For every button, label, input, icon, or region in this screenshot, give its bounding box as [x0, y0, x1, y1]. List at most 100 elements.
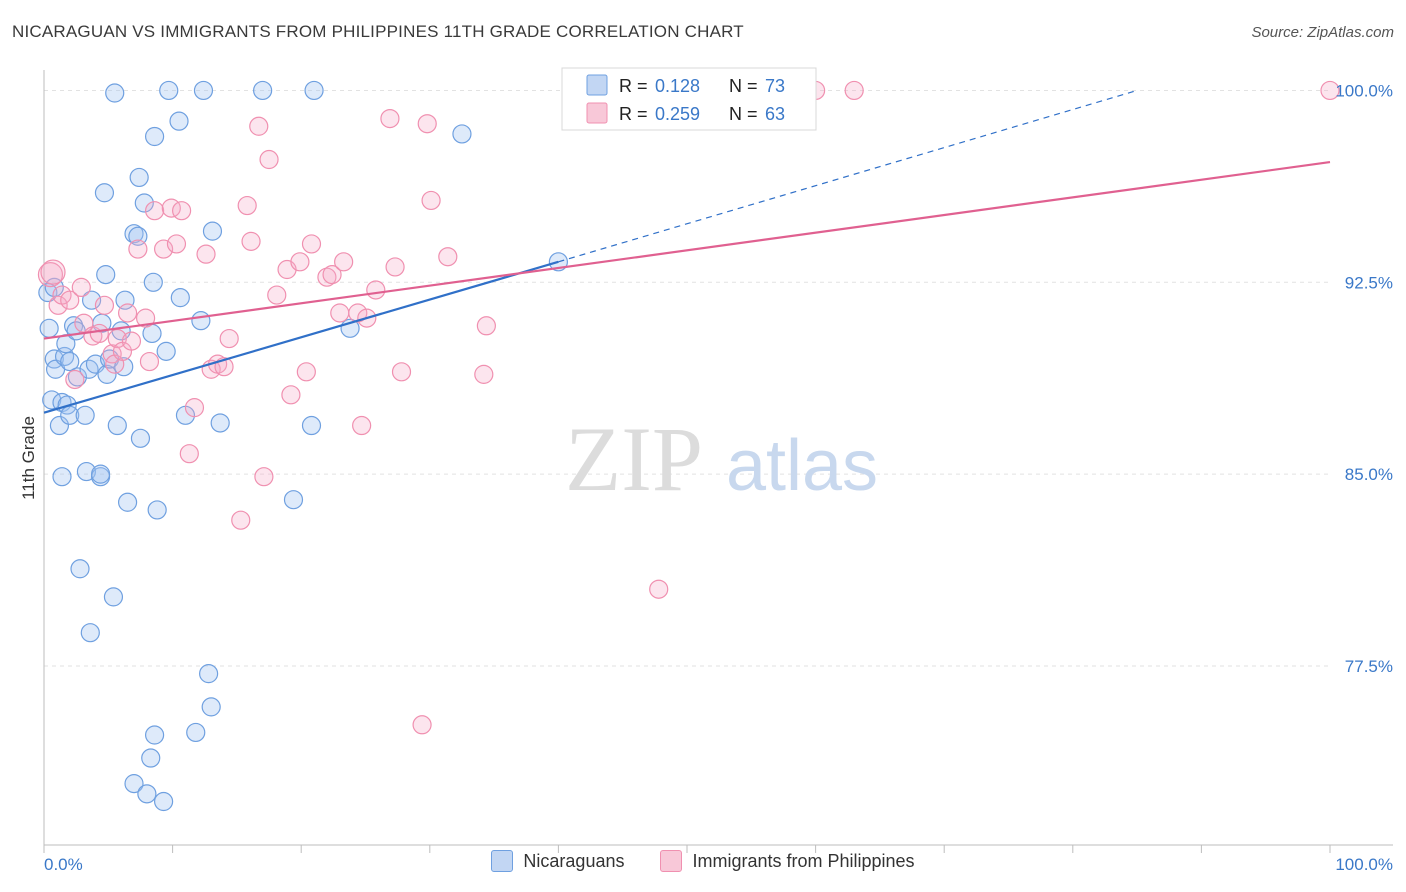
point-philippines-34 — [241, 231, 261, 251]
point-nicaraguans-52 — [156, 341, 176, 361]
chart-title: NICARAGUAN VS IMMIGRANTS FROM PHILIPPINE… — [12, 22, 744, 41]
x-tick-label-0: 0.0% — [44, 855, 83, 874]
point-nicaraguans-62 — [202, 221, 223, 241]
trend-line-extension-nicaraguans — [558, 89, 1138, 263]
point-nicaraguans-18 — [75, 405, 95, 425]
point-philippines-54 — [391, 362, 412, 382]
y-tick-label-2: 85.0% — [1345, 465, 1393, 484]
grid-lines — [44, 89, 1330, 667]
point-nicaraguans-49 — [144, 126, 165, 147]
point-nicaraguans-7 — [52, 467, 72, 487]
point-philippines-51 — [366, 280, 386, 300]
point-nicaraguans-37 — [117, 492, 138, 512]
point-nicaraguans-42 — [130, 428, 151, 448]
y-tick-label-1: 92.5% — [1345, 273, 1393, 292]
point-nicaraguans-25 — [90, 464, 111, 484]
stats-n-value-2: 63 — [765, 104, 785, 124]
point-philippines-31 — [219, 328, 239, 349]
point-nicaraguans-43 — [134, 193, 154, 213]
point-nicaraguans-67 — [304, 80, 324, 101]
point-philippines-52 — [380, 108, 400, 129]
point-nicaraguans-48 — [144, 725, 165, 745]
point-philippines-56 — [417, 114, 437, 134]
point-philippines-2 — [48, 295, 68, 315]
point-philippines-26 — [184, 398, 205, 418]
point-nicaraguans-33 — [107, 415, 127, 436]
legend-item-philippines[interactable]: Immigrants from Philippines — [660, 850, 915, 872]
point-nicaraguans-17 — [70, 559, 90, 579]
y-tick-label-0: 100.0% — [1335, 81, 1393, 100]
point-nicaraguans-38 — [124, 774, 144, 794]
point-nicaraguans-47 — [143, 272, 163, 292]
point-nicaraguans-45 — [141, 748, 161, 768]
legend-swatch-nicaraguans — [491, 850, 514, 872]
point-philippines-16 — [121, 331, 142, 351]
watermark-zip: ZIP — [565, 408, 703, 510]
point-philippines-41 — [290, 252, 310, 272]
point-nicaraguans-61 — [201, 697, 221, 717]
stats-legend: R = 0.128 N = 73 R = 0.259 N = 63 — [561, 67, 817, 131]
x-tick-label-1: 100.0% — [1335, 855, 1393, 874]
stats-swatch-nicaraguans — [586, 74, 608, 96]
point-philippines-37 — [259, 149, 279, 170]
point-nicaraguans-57 — [186, 722, 206, 743]
point-nicaraguans-65 — [283, 490, 304, 510]
point-philippines-18 — [135, 308, 156, 328]
point-nicaraguans-31 — [103, 587, 124, 607]
stats-r-value-1: 0.128 — [655, 76, 700, 96]
point-philippines-15 — [117, 303, 138, 323]
point-philippines-36 — [254, 467, 274, 487]
point-nicaraguans-69 — [452, 124, 472, 144]
chart-source: Source: ZipAtlas.com — [1251, 24, 1394, 41]
legend-swatch-philippines — [660, 850, 683, 872]
point-philippines-42 — [296, 362, 316, 382]
tick-labels: 100.0% 92.5% 85.0% 77.5% 0.0% 100.0% — [44, 81, 1393, 874]
point-nicaraguans-1 — [39, 318, 59, 338]
stats-r-value-2: 0.259 — [655, 104, 700, 124]
point-nicaraguans-29 — [97, 364, 117, 384]
point-nicaraguans-64 — [253, 80, 273, 101]
point-philippines-60 — [476, 316, 496, 336]
point-philippines-6 — [71, 277, 91, 298]
point-philippines-47 — [334, 252, 354, 272]
stats-n-label-2: N = — [729, 104, 758, 124]
point-philippines-32 — [231, 510, 251, 530]
point-nicaraguans-28 — [96, 265, 116, 285]
point-philippines-59 — [474, 364, 494, 384]
point-philippines-4 — [60, 290, 80, 310]
trend-lines — [43, 89, 1331, 414]
point-philippines-21 — [153, 239, 174, 259]
stats-r-label-2: R = — [619, 104, 648, 124]
legend-label-philippines: Immigrants from Philippines — [692, 850, 915, 871]
point-philippines-23 — [166, 234, 187, 254]
point-nicaraguans-6 — [49, 415, 70, 436]
stats-r-label-1: R = — [619, 76, 648, 96]
point-nicaraguans-21 — [80, 623, 100, 643]
point-philippines-64 — [1320, 80, 1340, 101]
point-philippines-35 — [249, 116, 269, 136]
watermark-atlas: atlas — [726, 426, 878, 506]
point-philippines-45 — [322, 265, 342, 285]
legend-item-nicaraguans[interactable]: Nicaraguans — [491, 850, 624, 872]
watermark: ZIP atlas — [565, 408, 878, 510]
point-philippines-20 — [144, 201, 165, 221]
point-nicaraguans-66 — [301, 415, 322, 436]
point-nicaraguans-54 — [169, 111, 189, 131]
point-philippines-53 — [385, 257, 405, 277]
point-philippines-27 — [196, 244, 216, 264]
point-nicaraguans-32 — [105, 83, 125, 103]
point-nicaraguans-60 — [199, 664, 219, 684]
point-philippines-5 — [65, 369, 85, 390]
point-nicaraguans-22 — [81, 290, 102, 310]
point-philippines-10 — [94, 295, 115, 315]
point-nicaraguans-53 — [159, 80, 179, 101]
point-philippines-63 — [844, 80, 864, 101]
trend-line-philippines — [43, 160, 1331, 340]
axes — [43, 70, 1393, 853]
point-philippines-40 — [281, 385, 301, 405]
point-philippines-46 — [330, 303, 350, 323]
point-philippines-25 — [179, 444, 199, 464]
point-nicaraguans-12 — [60, 351, 80, 372]
point-philippines-38 — [267, 285, 287, 305]
